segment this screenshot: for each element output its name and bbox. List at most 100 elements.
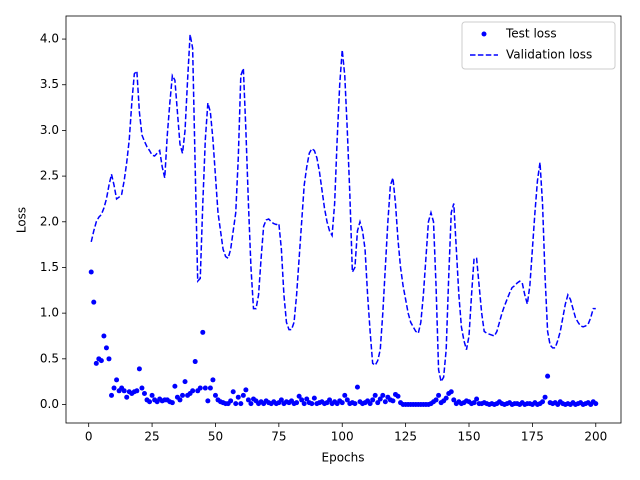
data-point [103, 345, 109, 351]
data-point [177, 397, 183, 403]
plot-frame [65, 15, 622, 424]
data-point [296, 393, 302, 399]
data-point [451, 397, 457, 403]
data-point [147, 399, 153, 405]
data-point [91, 299, 97, 305]
data-point [436, 392, 442, 398]
data-point [448, 389, 454, 395]
data-point [207, 385, 213, 391]
data-point [98, 358, 104, 364]
data-point [474, 396, 480, 402]
x-axis-label: Epochs [322, 451, 365, 465]
data-point [370, 397, 376, 403]
data-point [278, 397, 284, 403]
x-tick-label: 0 [85, 430, 93, 444]
data-point [202, 385, 208, 391]
data-point [390, 398, 396, 404]
y-axis-label: Loss [15, 207, 29, 233]
data-point [375, 400, 381, 406]
y-tick-label: 3.0 [40, 123, 59, 137]
data-point [542, 394, 548, 400]
data-point [243, 387, 249, 393]
data-point [182, 379, 188, 385]
data-point [294, 400, 300, 406]
data-point [200, 329, 206, 335]
data-point [433, 397, 439, 403]
data-point [101, 333, 107, 339]
data-point [301, 401, 307, 407]
data-point [352, 401, 358, 407]
y-tick-label: 1.0 [40, 306, 59, 320]
data-point [342, 392, 348, 398]
data-point [124, 394, 130, 400]
data-point [395, 393, 401, 399]
x-tick-label: 150 [458, 430, 481, 444]
data-point [230, 389, 236, 395]
data-point [443, 395, 449, 401]
data-point [192, 359, 198, 365]
legend-swatch [481, 31, 487, 37]
data-point [235, 394, 241, 400]
data-point [205, 398, 211, 404]
y-tick-label: 2.5 [40, 169, 59, 183]
data-point [210, 377, 216, 383]
y-tick-label: 3.5 [40, 77, 59, 91]
data-point [172, 383, 178, 389]
data-point [354, 384, 360, 390]
x-tick-label: 100 [331, 430, 354, 444]
data-point [299, 397, 305, 403]
data-point [377, 396, 383, 402]
data-point [339, 400, 345, 406]
x-tick-label: 200 [584, 430, 607, 444]
data-point [304, 396, 310, 402]
series-line [90, 34, 596, 384]
y-tick-label: 1.5 [40, 260, 59, 274]
data-point [344, 397, 350, 403]
data-point [240, 392, 246, 398]
data-point [372, 392, 378, 398]
y-tick-label: 0.0 [40, 397, 59, 411]
data-point [311, 395, 317, 401]
data-point [190, 388, 196, 394]
data-point [136, 366, 142, 372]
data-point [93, 360, 99, 366]
y-tick-label: 0.5 [40, 351, 59, 365]
data-point [248, 401, 254, 407]
data-point [212, 392, 218, 398]
data-point [88, 269, 94, 275]
legend-label: Validation loss [506, 48, 592, 62]
data-point [106, 356, 112, 362]
data-point [545, 373, 551, 379]
data-point [141, 391, 147, 397]
data-point [380, 392, 386, 398]
x-tick-label: 175 [521, 430, 544, 444]
data-point [109, 392, 115, 398]
x-tick-label: 125 [394, 430, 417, 444]
legend-box [461, 21, 616, 70]
data-point [180, 392, 186, 398]
data-point [149, 392, 155, 398]
data-point [228, 398, 234, 404]
data-point [233, 401, 239, 407]
x-tick-label: 50 [208, 430, 223, 444]
data-point [540, 399, 546, 405]
y-tick-label: 4.0 [40, 32, 59, 46]
data-point [134, 388, 140, 394]
data-point [197, 385, 203, 391]
data-point [327, 397, 333, 403]
data-point [309, 401, 315, 407]
data-point [121, 388, 127, 394]
data-point [238, 401, 244, 407]
x-tick-label: 25 [144, 430, 159, 444]
data-point [593, 401, 599, 407]
legend-label: Test loss [505, 27, 557, 41]
data-point [114, 377, 120, 383]
data-point [367, 401, 373, 407]
data-point [169, 400, 175, 406]
data-point [245, 397, 251, 403]
y-tick-label: 2.0 [40, 214, 59, 228]
data-point [382, 399, 388, 405]
x-tick-label: 75 [271, 430, 286, 444]
